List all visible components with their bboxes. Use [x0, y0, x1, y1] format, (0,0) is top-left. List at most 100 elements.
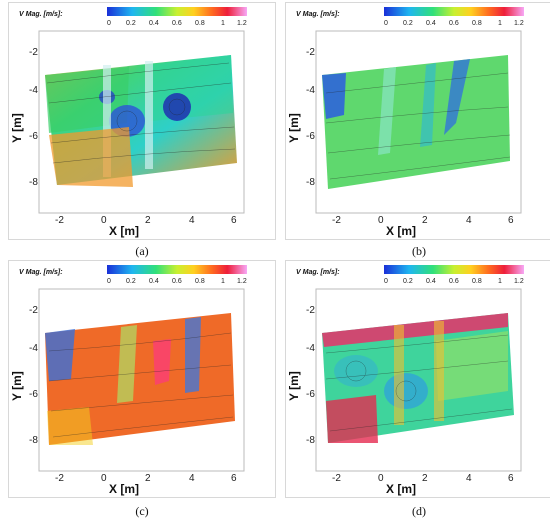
x-axis-label: X [m]: [386, 482, 416, 496]
cb-tick: 0.2: [403, 278, 413, 285]
x-tick: 0: [101, 215, 107, 226]
y-tick: -2: [306, 47, 315, 58]
pillar: [145, 61, 153, 169]
streamlines: [48, 332, 234, 438]
cb-tick: 0.6: [449, 20, 459, 27]
x-tick: -2: [55, 473, 64, 484]
y-tick: -2: [306, 305, 315, 316]
x-tick: 0: [378, 215, 384, 226]
cb-tick: 1: [498, 278, 502, 285]
x-tick: 2: [145, 215, 151, 226]
panel-b: V Mag. [m/s]: 0 0.2 0.4 0.6 0.8 1 1.2 -2…: [285, 2, 550, 240]
cb-tick: 1: [221, 278, 225, 285]
cb-tick: 1: [221, 20, 225, 27]
y-tick: -8: [306, 435, 315, 446]
plot-frame: [38, 30, 245, 214]
cb-tick: 0.8: [472, 20, 482, 27]
y-ticks: -2 -4 -6 -8: [306, 47, 315, 188]
vortex: [384, 373, 428, 409]
x-tick: 4: [466, 473, 472, 484]
caption-c: (c): [135, 504, 149, 518]
cb-tick: 0.4: [149, 20, 159, 27]
field-region: [117, 325, 137, 403]
pillar: [434, 321, 444, 421]
y-axis-label: Y [m]: [287, 113, 301, 143]
vortex: [163, 93, 191, 121]
x-axis-label: X [m]: [386, 224, 416, 238]
y-ticks: -2 -4 -6 -8: [306, 305, 315, 446]
cb-tick: 0.6: [172, 20, 182, 27]
pillar: [394, 325, 404, 425]
cb-tick: 0.6: [449, 278, 459, 285]
colorbar: [107, 265, 247, 274]
x-ticks: -2 0 2 4 6: [55, 473, 237, 484]
cb-tick: 0: [384, 278, 388, 285]
x-ticks: -2 0 2 4 6: [332, 473, 514, 484]
field-region: [45, 329, 75, 381]
plot-frame: [38, 288, 245, 472]
field-region: [378, 67, 396, 155]
y-axis-label: Y [m]: [10, 371, 24, 401]
y-ticks: -2 -4 -6 -8: [29, 305, 38, 446]
field-region: [322, 313, 508, 347]
colorbar-ticks: 0 0.2 0.4 0.6 0.8 1 1.2: [384, 20, 524, 27]
plot-frame: [315, 30, 522, 214]
y-axis-label: Y [m]: [287, 371, 301, 401]
y-tick: -8: [29, 177, 38, 188]
colorbar: [107, 7, 247, 16]
field-region: [153, 339, 171, 385]
y-tick: -2: [29, 305, 38, 316]
vortex: [334, 355, 378, 387]
y-tick: -6: [306, 131, 315, 142]
colorbar-label: V Mag. [m/s]:: [19, 11, 63, 18]
x-tick: 6: [231, 215, 237, 226]
streamlines: [46, 62, 236, 164]
field-region: [326, 395, 378, 443]
field-region: [420, 63, 436, 147]
colorbar-label: V Mag. [m/s]:: [296, 269, 340, 276]
cb-tick: 0.2: [126, 20, 136, 27]
x-tick: 2: [422, 215, 428, 226]
field-region: [436, 331, 508, 401]
y-axis-label: Y [m]: [10, 113, 24, 143]
colorbar: [384, 7, 524, 16]
panel-b-figure: V Mag. [m/s]: 0 0.2 0.4 0.6 0.8 1 1.2 -2…: [287, 7, 524, 238]
colorbar-ticks: 0 0.2 0.4 0.6 0.8 1 1.2: [107, 20, 247, 27]
cb-tick: 1: [498, 20, 502, 27]
cb-tick: 1.2: [237, 278, 247, 285]
cb-tick: 0.4: [149, 278, 159, 285]
x-tick: 0: [378, 473, 384, 484]
x-tick: 2: [422, 473, 428, 484]
colorbar-ticks: 0 0.2 0.4 0.6 0.8 1 1.2: [384, 278, 524, 285]
caption-a: (a): [135, 244, 149, 258]
cb-tick: 0.2: [126, 278, 136, 285]
cb-tick: 0: [107, 20, 111, 27]
colorbar-ticks: 0 0.2 0.4 0.6 0.8 1 1.2: [107, 278, 247, 285]
streamlines: [325, 334, 513, 432]
cb-tick: 1.2: [237, 20, 247, 27]
cb-tick: 0.8: [195, 278, 205, 285]
colorbar-label: V Mag. [m/s]:: [19, 269, 63, 276]
cb-tick: 0.4: [426, 20, 436, 27]
field-region: [185, 317, 201, 393]
y-tick: -6: [29, 131, 38, 142]
cb-tick: 1.2: [514, 20, 524, 27]
colorbar: [384, 265, 524, 274]
cb-tick: 0.4: [426, 278, 436, 285]
panel-c-figure: V Mag. [m/s]: 0 0.2 0.4 0.6 0.8 1 1.2 -2…: [10, 265, 247, 496]
y-tick: -4: [29, 343, 38, 354]
x-ticks: -2 0 2 4 6: [55, 215, 237, 226]
x-tick: 6: [231, 473, 237, 484]
x-axis-label: X [m]: [109, 482, 139, 496]
panel-d-figure: V Mag. [m/s]: 0 0.2 0.4 0.6 0.8 1 1.2 -2…: [287, 265, 524, 496]
cb-tick: 1.2: [514, 278, 524, 285]
y-tick: -4: [306, 343, 315, 354]
y-tick: -8: [29, 435, 38, 446]
panel-d: V Mag. [m/s]: 0 0.2 0.4 0.6 0.8 1 1.2 -2…: [285, 260, 550, 498]
y-tick: -8: [306, 177, 315, 188]
cb-tick: 0.8: [472, 278, 482, 285]
y-tick: -4: [306, 85, 315, 96]
x-tick: 4: [189, 473, 195, 484]
caption-b: (b): [412, 244, 426, 258]
y-tick: -6: [29, 389, 38, 400]
